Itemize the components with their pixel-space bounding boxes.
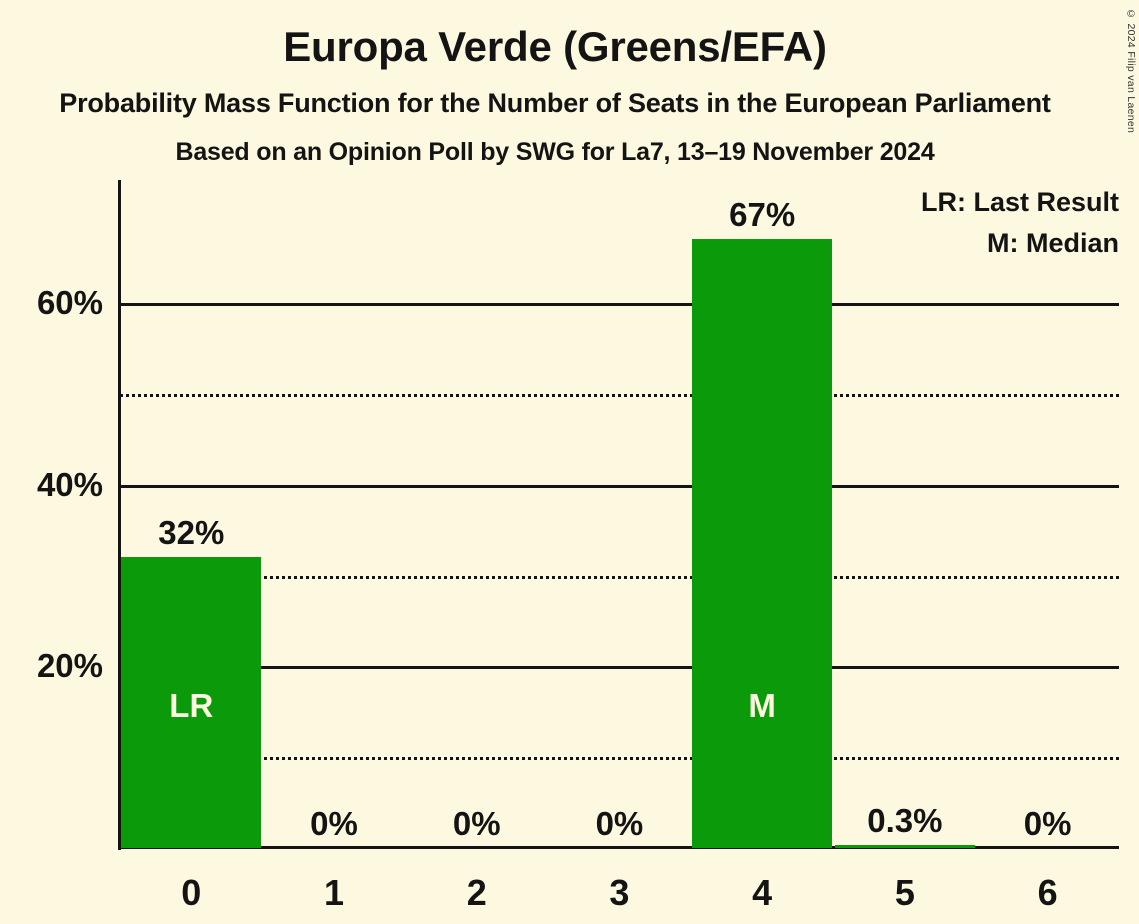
x-axis-tick-2: 2 xyxy=(466,872,487,913)
x-axis-tick-6: 6 xyxy=(1037,872,1058,913)
plot-area xyxy=(120,180,1119,848)
gridline-solid-60 xyxy=(120,303,1119,306)
x-axis-tick-3: 3 xyxy=(609,872,630,913)
y-axis-tick-40pct: 40% xyxy=(36,465,103,503)
x-axis-line xyxy=(118,846,1119,849)
bar-seat-4[interactable] xyxy=(692,239,833,848)
legend-item-median: M: Median xyxy=(987,228,1119,258)
x-axis-tick-4: 4 xyxy=(752,872,773,913)
bar-seat-0[interactable] xyxy=(121,557,262,848)
legend-item-last-result: LR: Last Result xyxy=(920,187,1119,217)
bar-value-label-5: 0.3% xyxy=(867,802,943,839)
bar-seat-5[interactable] xyxy=(834,845,975,848)
chart-source-note: Based on an Opinion Poll by SWG for La7,… xyxy=(175,138,935,166)
bar-value-label-3: 0% xyxy=(595,805,644,842)
bar-value-label-1: 0% xyxy=(310,805,358,842)
x-axis-tick-1: 1 xyxy=(323,872,345,913)
gridline-dotted-10 xyxy=(120,757,1119,761)
bar-value-label-0: 32% xyxy=(158,514,225,552)
x-axis-tick-0: 0 xyxy=(181,872,202,913)
gridline-dotted-50 xyxy=(120,393,1119,397)
y-axis-line xyxy=(118,180,121,850)
gridline-solid-20 xyxy=(120,666,1119,670)
bar-value-label-4: 67% xyxy=(729,196,796,234)
bar-value-label-6: 0% xyxy=(1023,805,1072,842)
gridline-solid-40 xyxy=(120,484,1119,488)
chart-subtitle: Probability Mass Function for the Number… xyxy=(59,88,1051,118)
copyright-notice: © 2024 Filip van Laenen xyxy=(1125,8,1137,134)
bar-marker-m: M xyxy=(748,687,776,724)
chart-legend: LR: Last Result M: Median xyxy=(921,182,1119,264)
y-axis-tick-20pct: 20% xyxy=(36,647,103,685)
x-axis-tick-5: 5 xyxy=(894,872,915,913)
gridline-dotted-30 xyxy=(120,575,1119,579)
y-axis-tick-60pct: 60% xyxy=(36,284,103,321)
bar-value-label-2: 0% xyxy=(452,805,501,842)
bar-marker-lr: LR xyxy=(169,687,214,724)
page-title: Europa Verde (Greens/EFA) xyxy=(283,23,827,70)
